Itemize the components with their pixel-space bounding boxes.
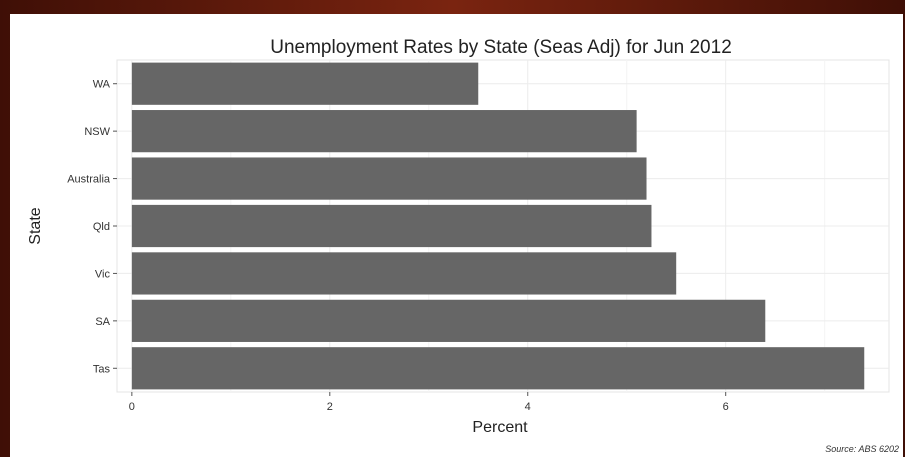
x-axis: 0 2 4 6 [129, 392, 729, 413]
bar-nsw [131, 110, 637, 153]
bar-australia [131, 157, 647, 200]
bar-vic [131, 252, 677, 295]
y-tick-label: Qld [93, 221, 110, 233]
x-tick-label: 2 [327, 401, 333, 413]
y-tick-label: SA [95, 316, 110, 328]
source-note: Source: ABS 6202 [825, 444, 899, 454]
chart-title: Unemployment Rates by State (Seas Adj) f… [270, 37, 732, 58]
x-axis-title: Percent [472, 419, 528, 436]
y-tick-label: NSW [84, 126, 110, 138]
y-tick-label: Australia [67, 174, 111, 186]
bar-qld [131, 204, 652, 248]
bar-sa [131, 299, 766, 342]
y-tick-label: Tas [93, 363, 111, 375]
x-tick-label: 6 [723, 401, 729, 413]
y-tick-label: Vic [95, 268, 111, 280]
bars [131, 62, 865, 390]
bar-wa [131, 62, 479, 105]
x-tick-label: 4 [525, 401, 531, 413]
bar-tas [131, 347, 865, 390]
y-axis: WA NSW Australia Qld Vic SA Tas [67, 79, 117, 375]
y-axis-title: State [27, 207, 44, 244]
y-tick-label: WA [93, 79, 111, 91]
x-tick-label: 0 [129, 401, 135, 413]
